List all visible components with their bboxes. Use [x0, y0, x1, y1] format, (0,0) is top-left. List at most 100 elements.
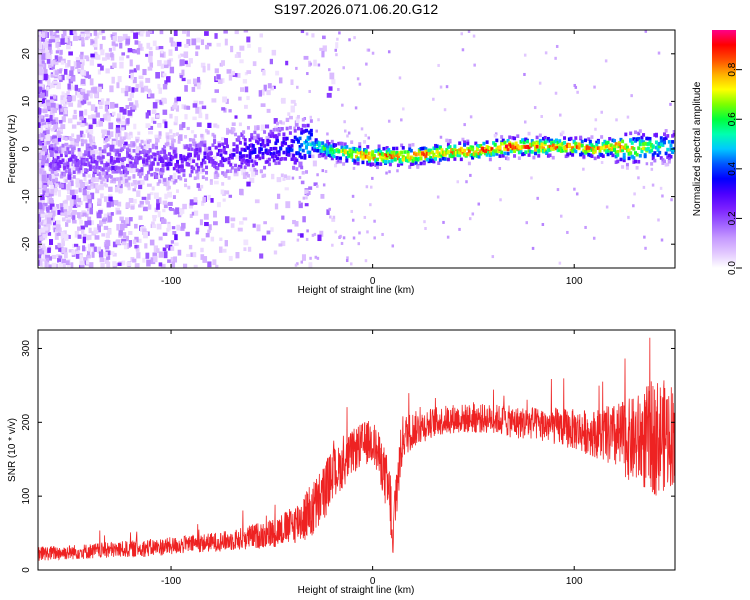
spectrogram-cell: [474, 141, 478, 146]
spectrogram-cell: [112, 32, 117, 36]
spectrogram-cell: [85, 37, 89, 41]
spectrogram-cell: [603, 139, 607, 144]
spectrogram-cell: [456, 180, 460, 184]
spectrogram-cell: [126, 261, 132, 267]
spectrogram-cell: [135, 160, 139, 165]
spectrogram-cell: [267, 139, 271, 144]
spectrogram-cell: [77, 103, 82, 108]
spectrogram-cell: [214, 33, 218, 39]
spectrogram-cell: [140, 87, 145, 93]
spectrogram-cell: [406, 153, 410, 157]
spectrogram-cell: [392, 150, 396, 155]
spectrogram-cell: [388, 153, 392, 157]
spectrogram-cell: [313, 148, 317, 153]
spectrogram-cell: [116, 113, 122, 119]
spectrogram-cell: [52, 206, 57, 211]
spectrogram-cell: [297, 233, 300, 237]
spectrogram-cell: [95, 184, 99, 189]
spectrogram-cell: [221, 107, 226, 111]
spectrogram-cell: [55, 187, 59, 192]
spectrogram-cell: [116, 118, 121, 122]
spectrogram-cell: [173, 30, 178, 37]
spectrogram-cell: [293, 135, 297, 140]
spectrogram-cell: [39, 60, 43, 65]
spectrogram-cell: [427, 148, 431, 153]
spectrogram-cell: [150, 257, 156, 265]
spectrogram-cell: [196, 122, 202, 127]
spectrogram-cell: [188, 153, 192, 158]
spectrogram-cell: [519, 145, 523, 149]
spectrogram-cell: [75, 178, 80, 184]
spectrogram-y-tick-label: 0: [21, 146, 32, 152]
spectrogram-cell: [88, 135, 92, 140]
spectrogram-cell: [150, 172, 154, 177]
spectrogram-cell: [82, 159, 86, 163]
spectrogram-cell: [160, 263, 166, 268]
spectrogram-cell: [533, 106, 537, 110]
spectrogram-cell: [77, 200, 83, 205]
spectrogram-cell: [274, 134, 278, 138]
spectrogram-cell: [175, 168, 179, 173]
spectrogram-cell: [232, 73, 238, 77]
spectrogram-cell: [182, 203, 187, 210]
spectrogram-cell: [282, 136, 286, 141]
spectrogram-cell: [648, 149, 652, 154]
spectrogram-cell: [409, 156, 413, 160]
spectrogram-cell: [429, 158, 433, 163]
spectrogram-cell: [209, 159, 213, 164]
spectrogram-cell: [369, 162, 373, 167]
spectrogram-cell: [66, 144, 71, 149]
spectrogram-cell: [164, 161, 168, 166]
spectrogram-cell: [240, 147, 244, 152]
spectrogram-cell: [198, 143, 202, 147]
spectrogram-cell: [38, 63, 44, 68]
spectrogram-cell: [61, 240, 65, 247]
spectrogram-cell: [216, 173, 220, 178]
spectrogram-cell: [42, 202, 48, 207]
spectrogram-cell: [316, 140, 320, 145]
spectrogram-cell: [169, 175, 173, 179]
spectrogram-cell: [128, 197, 134, 203]
spectrogram-cell: [135, 146, 141, 154]
spectrogram-cell: [42, 252, 47, 259]
spectrogram-cell: [251, 163, 255, 168]
spectrogram-cell: [328, 207, 331, 211]
spectrogram-cell: [256, 224, 261, 232]
spectrogram-cell: [375, 165, 379, 170]
spectrogram-cell: [80, 91, 86, 99]
spectrogram-cell: [585, 150, 589, 154]
spectrogram-cell: [199, 100, 204, 105]
spectrogram-cell: [205, 165, 209, 170]
spectrogram-cell: [522, 140, 526, 145]
spectrogram-cell: [164, 121, 168, 129]
spectrogram-cell: [373, 219, 376, 223]
spectrogram-cell: [295, 116, 300, 124]
spectrogram-cell: [103, 196, 108, 202]
spectrogram-cell: [98, 166, 102, 170]
spectrogram-cell: [561, 130, 565, 135]
spectrogram-cell: [158, 168, 164, 176]
spectrogram-cell: [263, 221, 267, 225]
spectrogram-cell: [267, 83, 272, 89]
spectrogram-cell: [295, 158, 299, 163]
spectrogram-cell: [281, 97, 286, 104]
spectrogram-cell: [54, 34, 60, 40]
spectrogram-cell: [149, 239, 155, 246]
spectrogram-cell: [177, 140, 181, 144]
spectrogram-cell: [51, 64, 55, 71]
spectrogram-cell: [458, 150, 462, 155]
spectrogram-cell: [79, 130, 84, 138]
spectrogram-cell: [440, 148, 444, 152]
spectrogram-cell: [640, 149, 644, 154]
spectrogram-cell: [196, 143, 200, 148]
spectrogram-cell: [527, 131, 531, 136]
spectrogram-cell: [413, 157, 417, 161]
spectrogram-cell: [280, 121, 285, 125]
spectrogram-cell: [138, 143, 142, 147]
spectrogram-cell: [288, 125, 292, 130]
spectrogram-cell: [71, 194, 77, 201]
spectrogram-cell: [80, 229, 85, 234]
spectrogram-cell: [622, 152, 626, 157]
spectrogram-cell: [134, 40, 139, 45]
spectrogram-cell: [132, 49, 138, 54]
